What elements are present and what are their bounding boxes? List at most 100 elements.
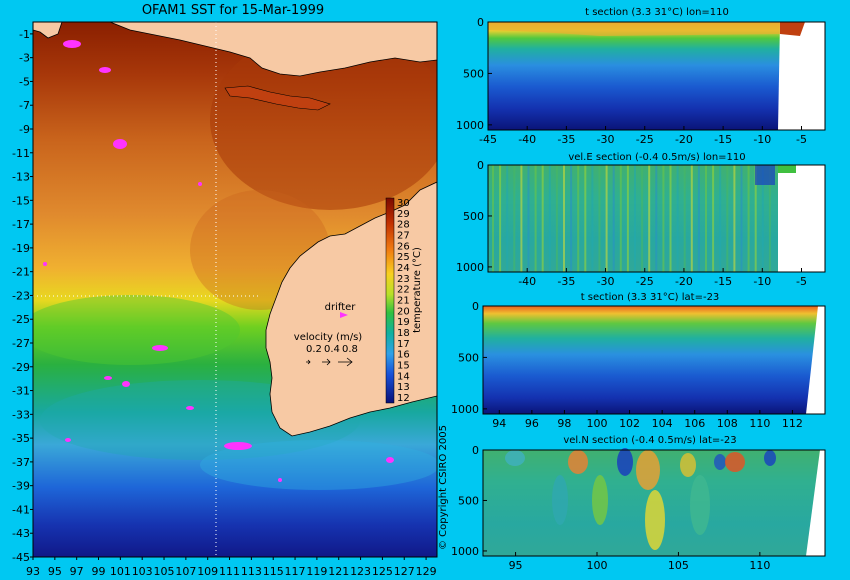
velocity-stripe (499, 165, 502, 272)
map-x-tick-label: 105 (154, 565, 175, 578)
map-y-tick-label: -11 (12, 147, 30, 160)
velocity-stripe (520, 165, 523, 272)
drifter-label: drifter (325, 302, 357, 313)
velocity-stripe (541, 165, 544, 272)
x-tick-label: 96 (525, 417, 539, 430)
x-tick-label: -15 (714, 133, 732, 146)
colorbar-tick-label: 28 (397, 220, 410, 231)
velocity-blob (645, 490, 665, 550)
colorbar-tick-label: 18 (397, 328, 410, 339)
velocity-stripe (669, 165, 672, 272)
map-x-tick-label: 99 (92, 565, 106, 578)
map-y-tick-label: -13 (12, 171, 30, 184)
plot-frame (487, 164, 826, 273)
x-ticks: -40 -35 -30 -25 -20 -15 -10 -5 (518, 268, 807, 288)
velocity-stripe (506, 165, 509, 272)
x-tick-label: 112 (782, 417, 803, 430)
plot-frame (487, 21, 826, 131)
velocity-blob (690, 475, 710, 535)
velocity-blob (568, 450, 588, 474)
map-y-tick-label: -25 (12, 313, 30, 326)
map-x-tick-label: 113 (241, 565, 262, 578)
velocity-surface (778, 165, 796, 173)
section-title: vel.E section (-0.4 0.5m/s) lon=110 (568, 152, 745, 163)
map-x-tick-label: 107 (175, 565, 196, 578)
front-green (33, 295, 240, 365)
velocity-stripe (591, 165, 594, 272)
colorbar-tick-label: 22 (397, 285, 410, 296)
colorbar-tick-label: 21 (397, 296, 410, 307)
velocity-stripe (513, 165, 516, 272)
velocity-stripe (754, 165, 757, 272)
velocity-label: velocity (m/s) (294, 332, 362, 343)
x-tick-label: 108 (717, 417, 738, 430)
colorbar-tick-label: 20 (397, 306, 410, 317)
copyright-text: © Copyright CSIRO 2005 (438, 425, 449, 550)
drifter-marker (99, 67, 111, 73)
colorbar-tick-label: 25 (397, 252, 410, 263)
velocity-stripe (584, 165, 587, 272)
x-tick-label: 105 (668, 559, 689, 572)
velocity-stripe (570, 165, 573, 272)
velocity-scale-arrows (306, 357, 353, 367)
x-ticks: 94 96 98 100 102 104 106 108 110 112 (492, 410, 803, 430)
y-tick-label: 500 (458, 494, 479, 507)
x-tick-label: 98 (557, 417, 571, 430)
map-y-tick-label: -29 (12, 361, 30, 374)
map-y-tick-label: -1 (19, 28, 30, 41)
map-y-tick-label: -19 (12, 242, 30, 255)
section-title: vel.N section (-0.4 0.5m/s) lat=-23 (563, 435, 736, 446)
colorbar-tick-label: 12 (397, 393, 410, 404)
velocity-stripe (563, 165, 565, 272)
t-section-lat-23: t section (3.3 31°C) lat=-23 94 96 98 100 10… (451, 292, 826, 430)
hot-surface (780, 22, 805, 36)
map-y-tick-label: -27 (12, 337, 30, 350)
velocity-blob (714, 454, 726, 470)
drifter-marker (104, 376, 112, 380)
map-y-tick-label: -31 (12, 385, 30, 398)
vel-e-section-lon110: vel.E section (-0.4 0.5m/s) lon=110 -40-… (456, 152, 826, 288)
drifter-marker (186, 406, 194, 410)
x-tick-label: -10 (753, 275, 771, 288)
map-y-tick-label: -23 (12, 289, 30, 302)
arrow-0.8 (338, 357, 353, 367)
colorbar-tick-label: 24 (397, 263, 410, 274)
velocity-stripe (662, 165, 665, 272)
x-tick-label: 110 (749, 417, 770, 430)
velocity-stripe (619, 165, 622, 272)
x-tick-label: -30 (597, 275, 615, 288)
map-x-tick-label: 115 (263, 565, 284, 578)
velocity-stripe (733, 165, 736, 272)
map-y-tick-label: -15 (12, 194, 30, 207)
x-tick-label: -35 (557, 275, 575, 288)
velocity-stripe (690, 165, 693, 272)
map-x-tick-label: 101 (110, 565, 131, 578)
x-ticks: -45 -40 -35 -30 -25 -20 -15 -10 -5 (479, 126, 807, 146)
x-tick-label: 106 (684, 417, 705, 430)
map-x-tick-label: 123 (350, 565, 371, 578)
velocity-scale-0: 0.2 (306, 344, 322, 355)
velocity-stripe (712, 165, 715, 272)
x-tick-label: -5 (796, 275, 807, 288)
drifter-marker (122, 381, 130, 387)
y-tick-label: 1000 (451, 545, 479, 558)
velocity-stripe (648, 165, 651, 272)
velocity-blob (617, 448, 633, 476)
warm-surface-layer (488, 22, 780, 36)
y-ticks: 0 500 1000 (451, 444, 487, 558)
velocity-stripe (747, 165, 750, 272)
plot-frame (482, 449, 826, 557)
y-tick-label: 0 (477, 159, 484, 172)
colorbar-tick-label: 26 (397, 241, 410, 252)
map-y-tick-label: -21 (12, 266, 30, 279)
lesser-sunda-islands (224, 85, 331, 111)
y-tick-label: 1000 (451, 403, 479, 416)
section-title: t section (3.3 31°C) lon=110 (585, 7, 729, 18)
temperature-section (488, 22, 780, 130)
x-tick-label: -30 (597, 133, 615, 146)
y-ticks: 0 500 1000 (451, 300, 487, 416)
map-x-tick-label: 103 (132, 565, 153, 578)
drifter-marker (278, 478, 282, 482)
y-tick-label: 0 (477, 16, 484, 29)
velocity-scale-1: 0.4 (324, 344, 340, 355)
